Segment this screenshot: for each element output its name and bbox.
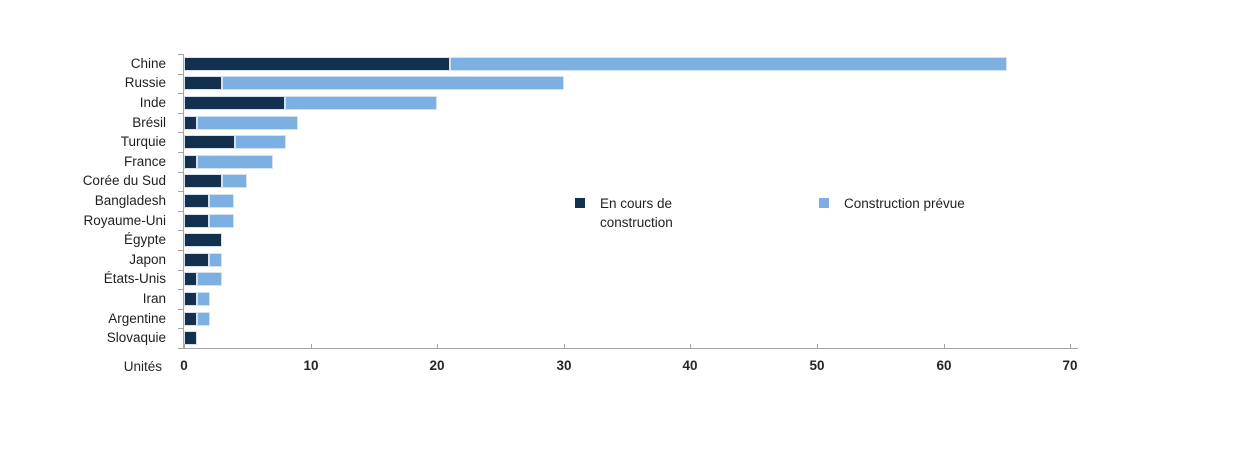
x-tick-label: 40 (682, 358, 698, 373)
bar-segment-construction-prevue (285, 96, 437, 110)
x-axis-tick (184, 344, 185, 348)
x-axis-tick (690, 344, 691, 348)
bar-segment-construction-prevue (209, 194, 234, 208)
y-axis-tick (178, 230, 184, 231)
x-axis-tick (1070, 344, 1071, 348)
x-axis-line (183, 348, 1078, 349)
y-axis-tick (178, 93, 184, 94)
x-axis-title: Unités (123, 359, 162, 374)
y-axis-tick (178, 328, 184, 329)
bar-segment-en-cours-de-construction (184, 292, 197, 306)
category-label: Chine (130, 55, 166, 71)
bar-segment-construction-prevue (209, 214, 234, 228)
legend-swatch-prevue (819, 198, 829, 208)
legend-entry: En cours de construction (575, 194, 700, 232)
y-axis-tick (178, 74, 184, 75)
category-label: États-Unis (103, 271, 166, 287)
category-label: Japon (129, 251, 166, 267)
bar-segment-en-cours-de-construction (184, 233, 222, 247)
category-label: Corée du Sud (82, 173, 166, 189)
category-label: Royaume-Uni (83, 212, 166, 228)
bar-segment-en-cours-de-construction (184, 272, 197, 286)
bar-segment-en-cours-de-construction (184, 135, 235, 149)
x-tick-label: 50 (809, 358, 825, 373)
x-tick-label: 20 (429, 358, 445, 373)
y-axis-tick (178, 172, 184, 173)
y-axis-tick (178, 289, 184, 290)
x-tick-label: 0 (180, 358, 188, 373)
category-label: Bangladesh (94, 193, 166, 208)
legend-label: En cours de construction (600, 196, 673, 230)
bar-segment-en-cours-de-construction (184, 96, 285, 110)
category-label: Turquie (120, 134, 166, 150)
bar-segment-construction-prevue (209, 253, 222, 267)
category-label: Égypte (123, 232, 166, 248)
bar-segment-en-cours-de-construction (184, 253, 209, 267)
y-axis-tick (178, 113, 184, 114)
category-label: Argentine (108, 310, 166, 326)
bar-segment-construction-prevue (197, 116, 298, 130)
y-axis-tick (178, 152, 184, 153)
bar-segment-construction-prevue (222, 76, 564, 90)
y-axis-line (183, 54, 184, 348)
bar-segment-construction-prevue (235, 135, 286, 149)
bar-segment-en-cours-de-construction (184, 76, 222, 90)
category-label: Slovaquie (106, 330, 166, 346)
bar-segment-en-cours-de-construction (184, 155, 197, 169)
category-label: Brésil (132, 114, 166, 130)
category-label: Iran (142, 291, 166, 306)
bar-segment-construction-prevue (222, 174, 247, 188)
y-axis-tick (178, 250, 184, 251)
bar-segment-en-cours-de-construction (184, 331, 197, 345)
y-axis-tick (178, 132, 184, 133)
legend-entry: Construction prévue (819, 194, 965, 213)
x-axis-tick (944, 344, 945, 348)
bar-segment-en-cours-de-construction (184, 194, 209, 208)
x-axis-tick (564, 344, 565, 348)
bar-segment-construction-prevue (197, 312, 210, 326)
bar-segment-en-cours-de-construction (184, 116, 197, 130)
x-axis-tick (817, 344, 818, 348)
x-axis-tick (437, 344, 438, 348)
x-tick-label: 60 (936, 358, 952, 373)
category-label: France (123, 153, 166, 169)
bar-segment-en-cours-de-construction (184, 312, 197, 326)
y-axis-tick (178, 348, 184, 349)
legend-swatch-en-cours (575, 198, 585, 208)
x-axis-tick (311, 344, 312, 348)
bar-segment-en-cours-de-construction (184, 214, 209, 228)
category-label: Inde (139, 95, 166, 110)
x-tick-label: 70 (1062, 358, 1078, 373)
bar-segment-construction-prevue (197, 292, 210, 306)
y-axis-tick (178, 309, 184, 310)
x-tick-label: 30 (556, 358, 572, 373)
legend-label: Construction prévue (844, 196, 965, 211)
bar-segment-construction-prevue (197, 155, 273, 169)
y-axis-tick (178, 270, 184, 271)
y-axis-tick (178, 211, 184, 212)
bar-segment-construction-prevue (450, 57, 1007, 71)
bar-segment-construction-prevue (197, 272, 222, 286)
category-label: Russie (124, 75, 166, 91)
bar-segment-en-cours-de-construction (184, 57, 450, 71)
y-axis-tick (178, 54, 184, 55)
x-tick-label: 10 (303, 358, 319, 373)
y-axis-tick (178, 191, 184, 192)
bar-segment-en-cours-de-construction (184, 174, 222, 188)
